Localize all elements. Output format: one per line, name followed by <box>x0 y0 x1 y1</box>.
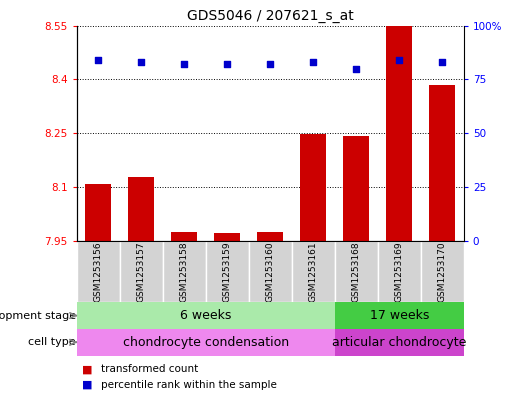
Bar <box>335 329 464 356</box>
Text: GSM1253168: GSM1253168 <box>352 241 361 302</box>
Text: cell type: cell type <box>29 337 76 347</box>
Bar <box>301 134 326 241</box>
Point <box>352 66 360 72</box>
Bar <box>215 233 240 241</box>
Point <box>438 59 446 65</box>
Text: 6 weeks: 6 weeks <box>180 309 232 322</box>
Bar <box>429 85 455 241</box>
Point <box>137 59 146 65</box>
Text: transformed count: transformed count <box>101 364 198 375</box>
Bar <box>386 26 412 241</box>
Text: ■: ■ <box>82 380 93 390</box>
Text: GSM1253157: GSM1253157 <box>137 241 146 302</box>
Point <box>395 57 403 63</box>
Point <box>266 61 275 68</box>
Bar <box>128 176 154 241</box>
Bar <box>171 232 197 241</box>
Bar <box>77 302 335 329</box>
Text: GSM1253170: GSM1253170 <box>438 241 447 302</box>
Text: percentile rank within the sample: percentile rank within the sample <box>101 380 277 390</box>
Text: GSM1253160: GSM1253160 <box>266 241 275 302</box>
Text: GSM1253159: GSM1253159 <box>223 241 232 302</box>
Text: ■: ■ <box>82 364 93 375</box>
Text: GSM1253156: GSM1253156 <box>94 241 103 302</box>
Bar <box>421 241 464 302</box>
Text: chondrocyte condensation: chondrocyte condensation <box>123 336 289 349</box>
Text: articular chondrocyte: articular chondrocyte <box>332 336 466 349</box>
Bar <box>77 241 120 302</box>
Bar <box>378 241 421 302</box>
Bar <box>85 184 111 241</box>
Bar <box>335 241 378 302</box>
Bar <box>258 231 283 241</box>
Bar <box>77 329 335 356</box>
Bar <box>343 136 369 241</box>
Bar <box>249 241 292 302</box>
Point <box>223 61 232 68</box>
Text: GSM1253169: GSM1253169 <box>395 241 404 302</box>
Point <box>180 61 189 68</box>
Bar <box>292 241 335 302</box>
Point <box>94 57 103 63</box>
Point <box>309 59 317 65</box>
Text: GSM1253158: GSM1253158 <box>180 241 189 302</box>
Title: GDS5046 / 207621_s_at: GDS5046 / 207621_s_at <box>187 9 354 23</box>
Bar <box>206 241 249 302</box>
Bar <box>335 302 464 329</box>
Text: development stage: development stage <box>0 310 76 321</box>
Text: GSM1253161: GSM1253161 <box>309 241 318 302</box>
Bar <box>163 241 206 302</box>
Bar <box>120 241 163 302</box>
Text: 17 weeks: 17 weeks <box>369 309 429 322</box>
